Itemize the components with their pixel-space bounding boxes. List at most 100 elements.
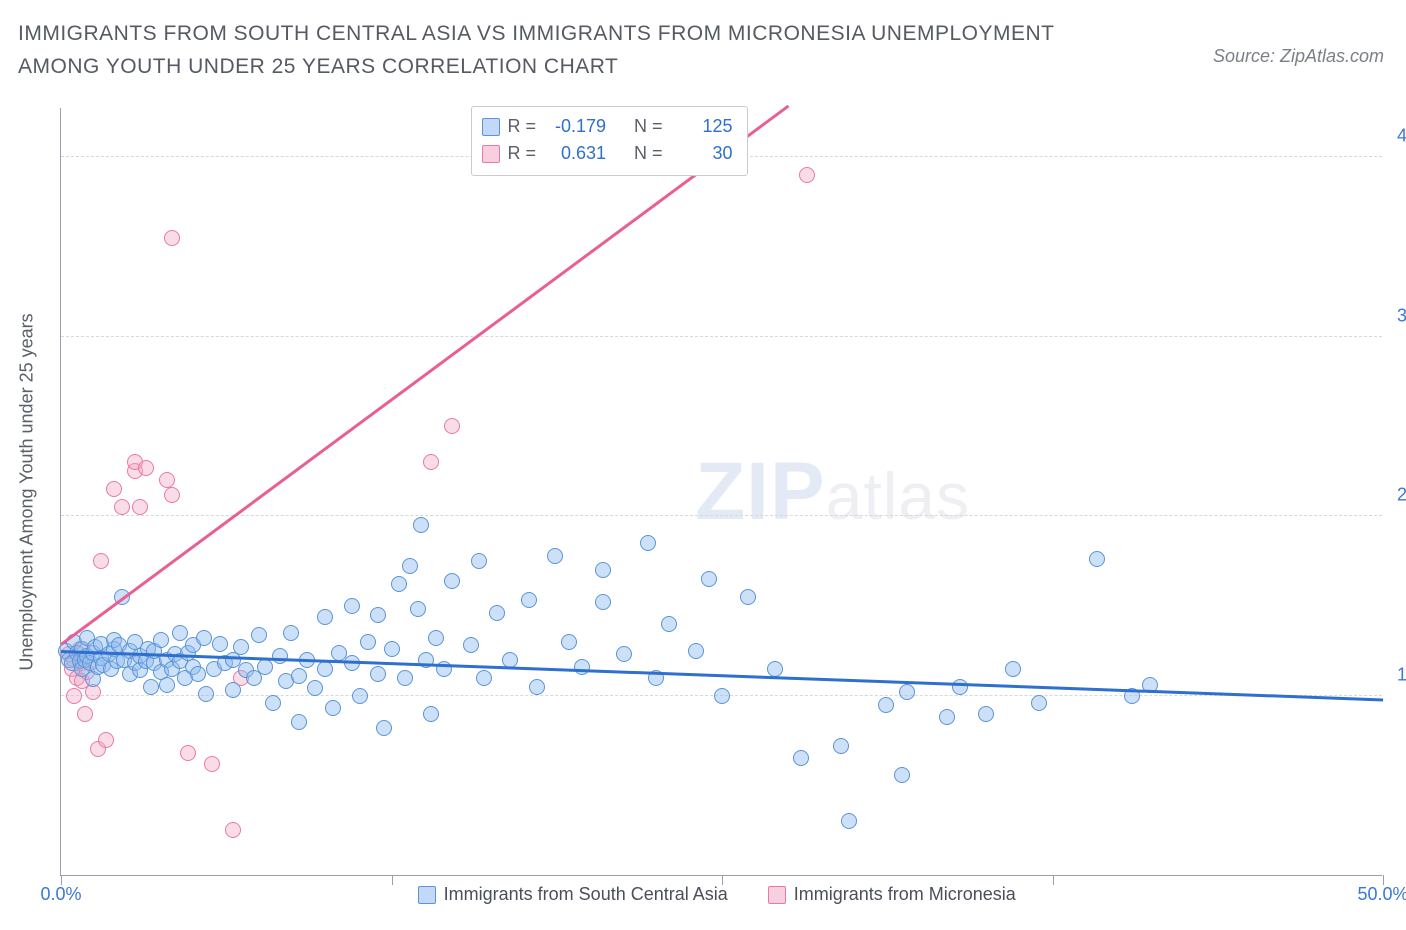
scatter-point-blue [574,659,590,675]
scatter-point-blue [291,668,307,684]
scatter-point-blue [616,646,632,662]
n-label: N = [634,113,663,140]
scatter-point-blue [952,679,968,695]
swatch-blue-icon [482,118,500,136]
scatter-point-blue [317,661,333,677]
n-value-blue: 125 [671,113,733,140]
scatter-point-blue [198,686,214,702]
scatter-point-pink [106,481,122,497]
scatter-point-blue [899,684,915,700]
scatter-point-blue [688,643,704,659]
scatter-point-pink [138,460,154,476]
scatter-point-blue [640,535,656,551]
scatter-point-pink [164,230,180,246]
trendline-pink [60,105,789,645]
scatter-point-blue [595,594,611,610]
scatter-point-blue [833,738,849,754]
scatter-point-pink [444,418,460,434]
scatter-point-blue [463,637,479,653]
scatter-point-blue [740,589,756,605]
scatter-point-blue [402,558,418,574]
scatter-point-pink [423,454,439,470]
scatter-point-pink [799,167,815,183]
scatter-point-blue [153,632,169,648]
scatter-point-blue [172,625,188,641]
legend-item-blue: Immigrants from South Central Asia [418,884,728,905]
legend-label-pink: Immigrants from Micronesia [794,884,1016,905]
y-tick-label: 10.0% [1397,664,1406,685]
scatter-point-blue [283,625,299,641]
scatter-point-blue [471,553,487,569]
scatter-point-blue [1089,551,1105,567]
scatter-point-blue [476,670,492,686]
gridline [61,515,1382,516]
scatter-point-pink [98,732,114,748]
x-tick [392,875,393,885]
scatter-point-blue [272,648,288,664]
legend: Immigrants from South Central Asia Immig… [418,884,1016,905]
stats-row-pink: R = 0.631 N = 30 [482,140,733,167]
scatter-point-blue [767,661,783,677]
scatter-point-blue [159,677,175,693]
stats-row-blue: R = -0.179 N = 125 [482,113,733,140]
scatter-point-blue [1031,695,1047,711]
x-tick-label: 50.0% [1357,884,1406,905]
scatter-point-blue [265,695,281,711]
swatch-pink-icon [768,886,786,904]
scatter-point-blue [714,688,730,704]
scatter-point-blue [291,714,307,730]
scatter-point-blue [547,548,563,564]
r-label: R = [508,140,537,167]
n-value-pink: 30 [671,140,733,167]
y-tick-label: 20.0% [1397,485,1406,506]
scatter-point-blue [894,767,910,783]
x-tick [1053,875,1054,885]
scatter-point-blue [344,598,360,614]
y-tick-label: 40.0% [1397,126,1406,147]
scatter-point-blue [444,573,460,589]
scatter-point-blue [376,720,392,736]
scatter-point-blue [939,709,955,725]
scatter-point-blue [521,592,537,608]
scatter-point-blue [143,679,159,695]
scatter-point-blue [978,706,994,722]
scatter-point-blue [878,697,894,713]
x-tick-label: 0.0% [40,884,81,905]
scatter-point-blue [428,630,444,646]
scatter-point-pink [132,499,148,515]
scatter-point-blue [317,609,333,625]
watermark: ZIPatlas [695,445,970,539]
r-value-blue: -0.179 [544,113,606,140]
scatter-point-blue [413,517,429,533]
scatter-point-pink [77,706,93,722]
scatter-point-blue [841,813,857,829]
correlation-stats-box: R = -0.179 N = 125 R = 0.631 N = 30 [471,106,748,176]
y-tick-label: 30.0% [1397,305,1406,326]
scatter-point-pink [180,745,196,761]
chart-title: IMMIGRANTS FROM SOUTH CENTRAL ASIA VS IM… [18,18,1098,83]
scatter-point-blue [370,607,386,623]
scatter-point-blue [233,639,249,655]
scatter-point-blue [701,571,717,587]
source-label: Source: ZipAtlas.com [1213,18,1384,67]
scatter-point-blue [793,750,809,766]
scatter-point-blue [325,700,341,716]
scatter-point-blue [257,659,273,675]
swatch-pink-icon [482,145,500,163]
gridline [61,336,1382,337]
scatter-point-blue [489,605,505,621]
scatter-point-pink [93,553,109,569]
scatter-point-blue [307,680,323,696]
scatter-point-pink [164,487,180,503]
legend-label-blue: Immigrants from South Central Asia [444,884,728,905]
scatter-point-blue [595,562,611,578]
legend-item-pink: Immigrants from Micronesia [768,884,1016,905]
scatter-point-blue [352,688,368,704]
scatter-point-blue [225,682,241,698]
scatter-point-blue [370,666,386,682]
scatter-point-blue [423,706,439,722]
swatch-blue-icon [418,886,436,904]
r-value-pink: 0.631 [544,140,606,167]
scatter-point-blue [212,636,228,652]
scatter-point-pink [204,756,220,772]
